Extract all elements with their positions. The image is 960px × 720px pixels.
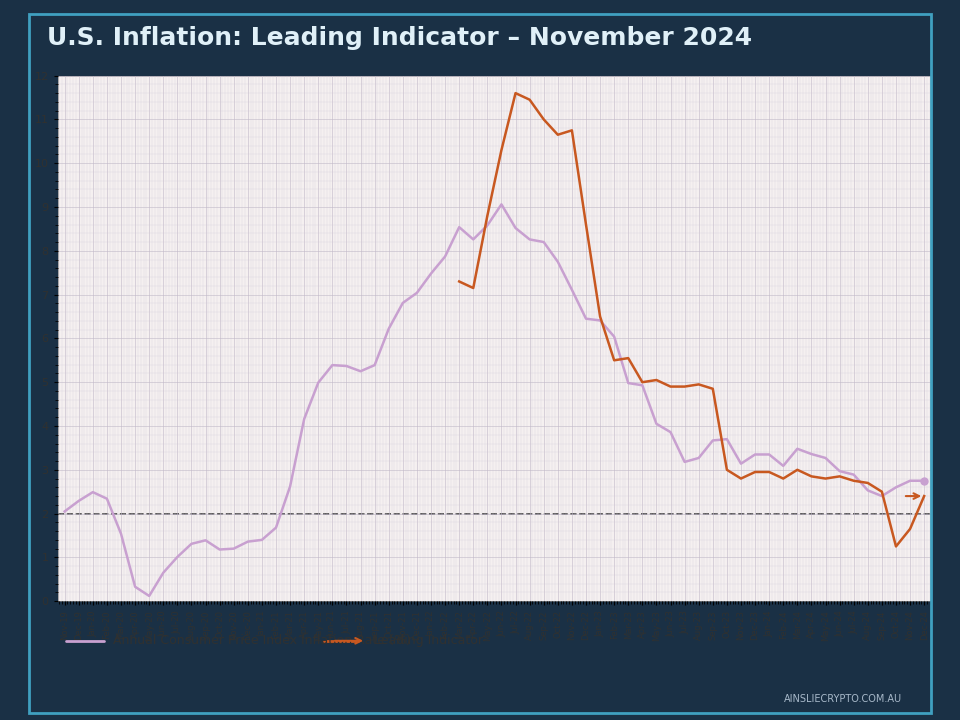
Text: Annual Consumer Price Index Inflation Rate (%): Annual Consumer Price Index Inflation Ra…: [112, 634, 410, 647]
Text: Leading Indicator: Leading Indicator: [374, 634, 484, 647]
Text: AINSLIECRYPTO.COM.AU: AINSLIECRYPTO.COM.AU: [784, 694, 902, 704]
Text: U.S. Inflation: Leading Indicator – November 2024: U.S. Inflation: Leading Indicator – Nove…: [47, 26, 752, 50]
